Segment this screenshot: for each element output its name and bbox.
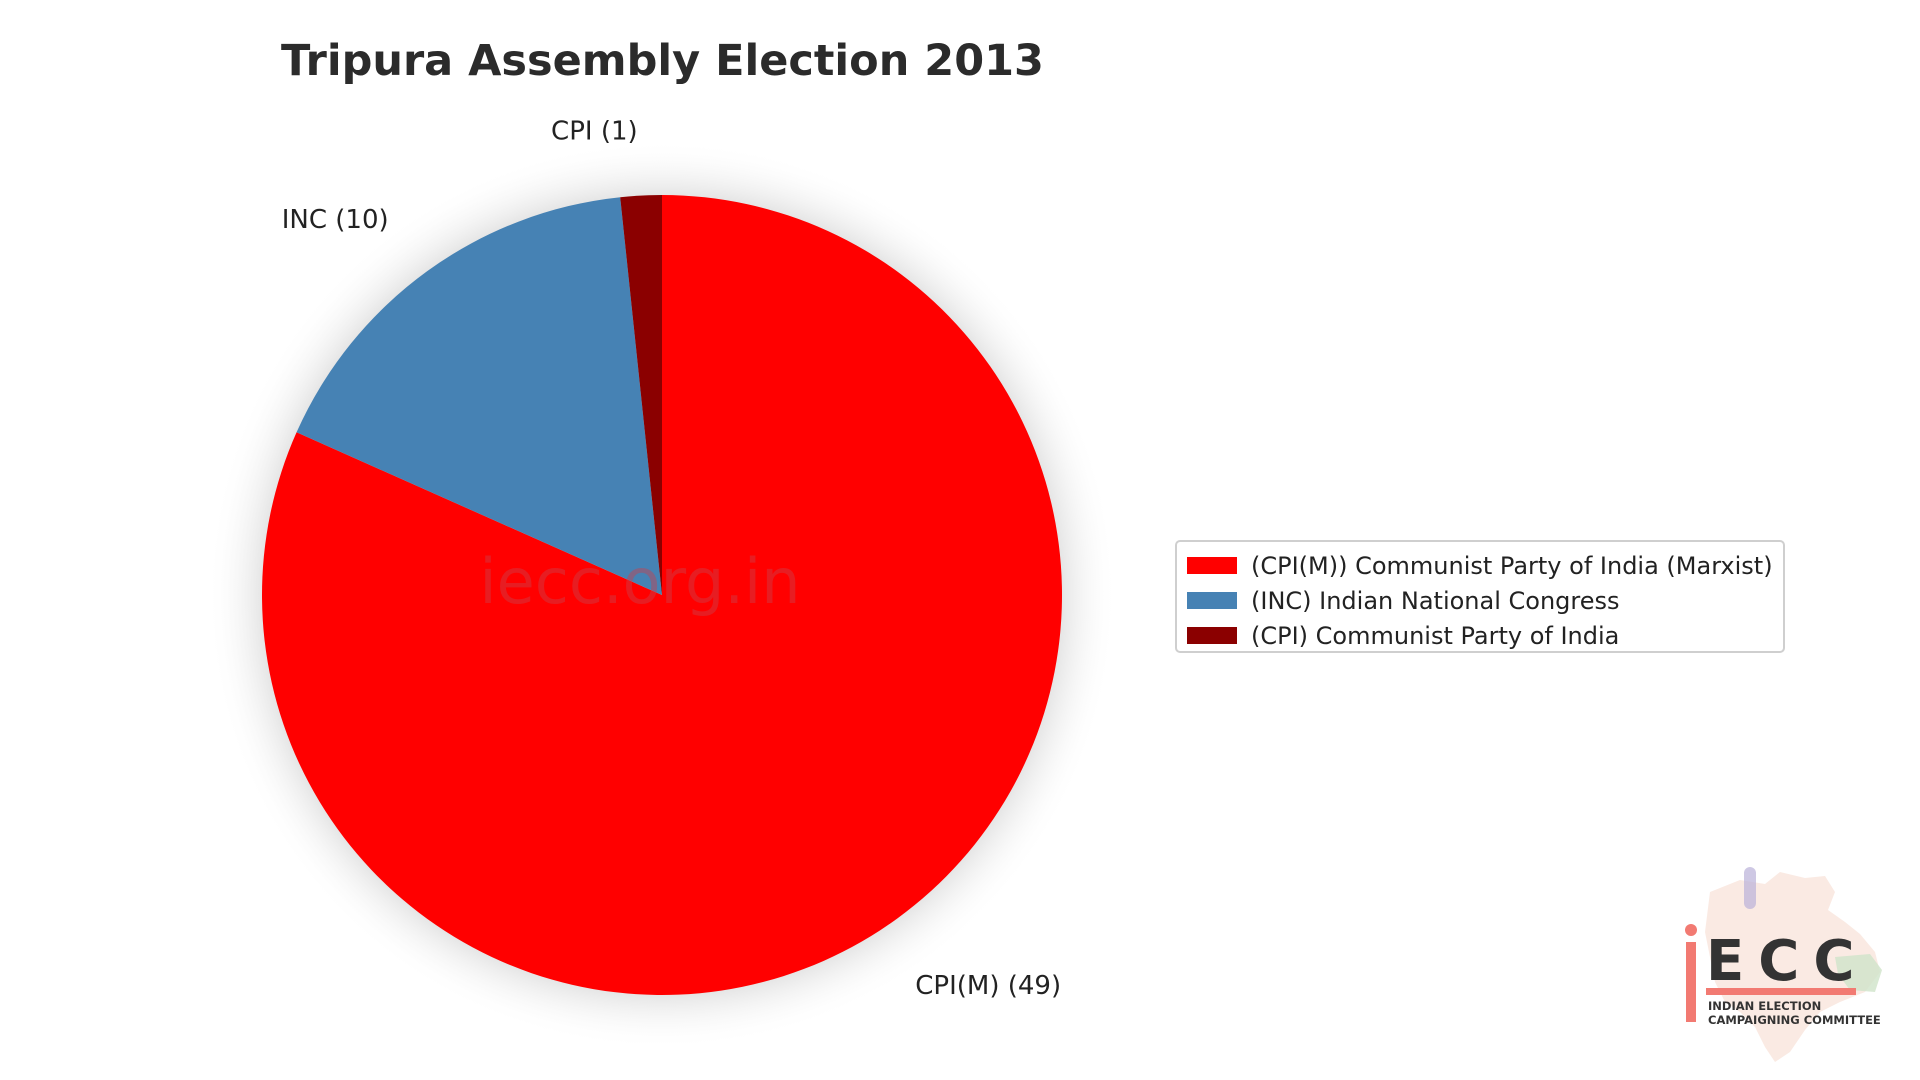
logo-map-silhouette bbox=[1705, 872, 1880, 1062]
pie-slice-inc bbox=[296, 197, 662, 596]
logo-line-1: INDIAN ELECTION bbox=[1708, 999, 1821, 1013]
legend-label: (CPI(M)) Communist Party of India (Marxi… bbox=[1251, 551, 1773, 580]
logo-underline bbox=[1706, 988, 1856, 995]
logo-bar-vertical bbox=[1686, 942, 1696, 1022]
pie-label-inc: INC (10) bbox=[282, 205, 389, 235]
legend-swatch bbox=[1187, 627, 1237, 644]
legend-label: (INC) Indian National Congress bbox=[1251, 586, 1620, 615]
legend-swatch bbox=[1187, 592, 1237, 609]
legend-item: (INC) Indian National Congress bbox=[1187, 583, 1773, 618]
legend-label: (CPI) Communist Party of India bbox=[1251, 621, 1620, 650]
chart-title: Tripura Assembly Election 2013 bbox=[281, 36, 1044, 86]
logo-line-2: CAMPAIGNING COMMITTEE bbox=[1708, 1013, 1881, 1027]
logo-wordmark: ECC bbox=[1706, 929, 1868, 994]
watermark-text: iecc.org.in bbox=[479, 545, 800, 618]
logo-map-green bbox=[1835, 954, 1882, 992]
pie-slice-labels: CPI(M) (49) INC (10) CPI (1) bbox=[282, 117, 1061, 1001]
logo-finger-mark bbox=[1744, 867, 1756, 909]
pie-slice-cpi bbox=[620, 195, 662, 595]
iecc-logo: ECC INDIAN ELECTION CAMPAIGNING COMMITTE… bbox=[1685, 867, 1882, 1062]
chart-legend: (CPI(M)) Communist Party of India (Marxi… bbox=[1175, 540, 1785, 653]
pie-label-cpim: CPI(M) (49) bbox=[915, 971, 1061, 1001]
pie-label-cpi: CPI (1) bbox=[551, 117, 638, 147]
legend-item: (CPI) Communist Party of India bbox=[1187, 618, 1773, 653]
logo-dot bbox=[1685, 924, 1697, 936]
legend-swatch bbox=[1187, 557, 1237, 574]
legend-item: (CPI(M)) Communist Party of India (Marxi… bbox=[1187, 548, 1773, 583]
pie-slices bbox=[262, 195, 1063, 995]
